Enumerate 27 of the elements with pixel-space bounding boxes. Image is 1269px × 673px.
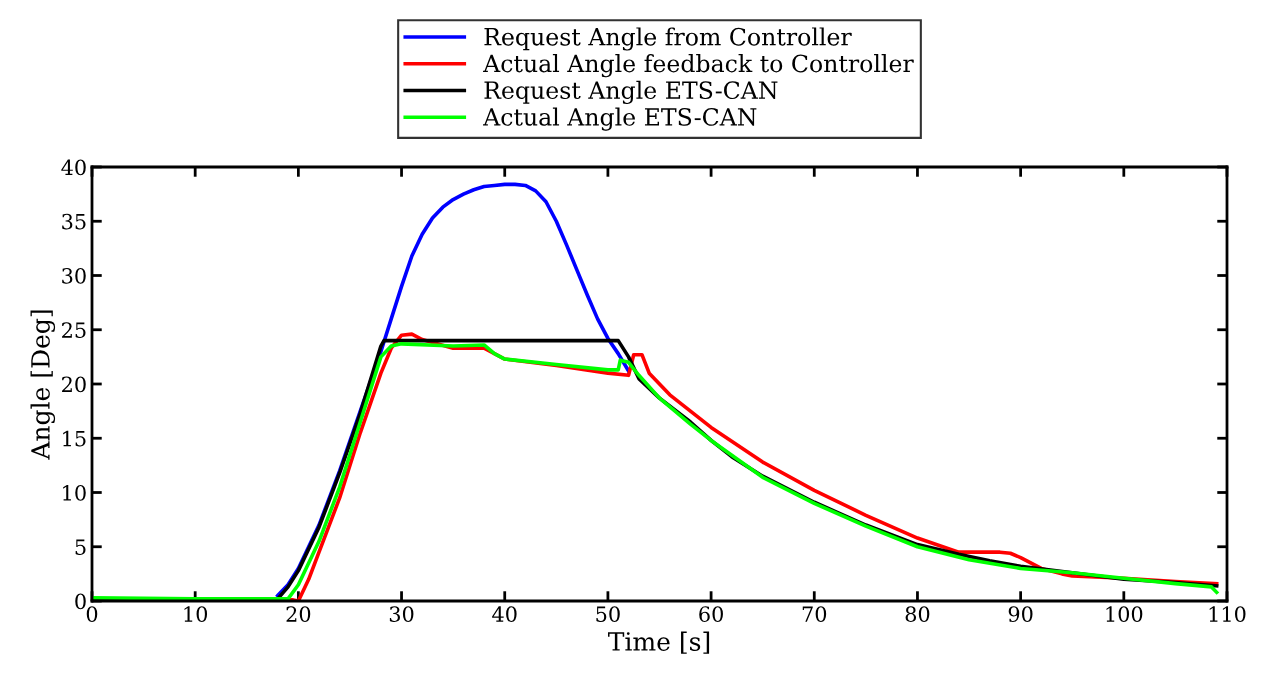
x-tick-label: 0 bbox=[86, 606, 98, 622]
x-tick-label: 40 bbox=[492, 606, 517, 622]
x-tick-label: 100 bbox=[1106, 606, 1143, 622]
legend-label: Request Angle ETS-CAN bbox=[484, 80, 778, 105]
y-tick-label: 15 bbox=[63, 430, 86, 447]
y-tick-label: 35 bbox=[62, 213, 86, 230]
x-axis-title: Time [s] bbox=[608, 631, 710, 654]
y-axis-title: Angle [Deg] bbox=[30, 310, 56, 460]
legend-label: Actual Angle ETS-CAN bbox=[483, 107, 757, 131]
x-tick-label: 90 bbox=[1008, 606, 1033, 622]
y-tick-label: 40 bbox=[61, 159, 86, 176]
y-tick-label: 5 bbox=[75, 539, 86, 555]
y-tick-label: 10 bbox=[63, 484, 86, 501]
x-tick-label: 20 bbox=[286, 606, 311, 622]
x-tick-label: 80 bbox=[905, 606, 930, 622]
y-tick-label: 25 bbox=[62, 322, 86, 338]
x-tick-label: 50 bbox=[596, 606, 620, 622]
legend-label: Actual Angle feedback to Controller bbox=[483, 54, 914, 78]
y-tick-label: 0 bbox=[75, 593, 86, 610]
legend-label: Request Angle from Controller bbox=[484, 27, 852, 51]
x-tick-label: 60 bbox=[699, 606, 723, 622]
x-tick-label: 10 bbox=[184, 606, 208, 622]
x-tick-label: 110 bbox=[1209, 606, 1246, 622]
x-tick-label: 70 bbox=[802, 606, 827, 622]
y-tick-label: 30 bbox=[62, 267, 86, 284]
x-tick-label: 30 bbox=[389, 606, 414, 622]
y-tick-label: 20 bbox=[62, 376, 86, 393]
